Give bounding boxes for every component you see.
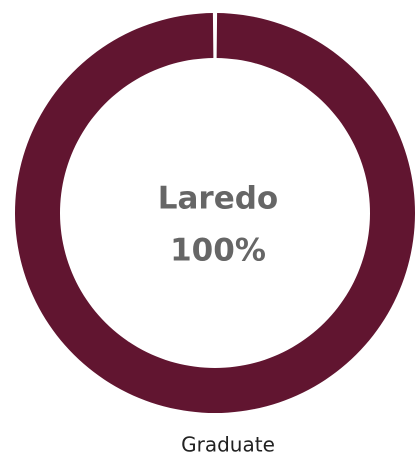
center-value: 100%	[170, 233, 266, 269]
legend-label: Graduate	[181, 433, 275, 457]
center-title: Laredo	[158, 181, 278, 217]
